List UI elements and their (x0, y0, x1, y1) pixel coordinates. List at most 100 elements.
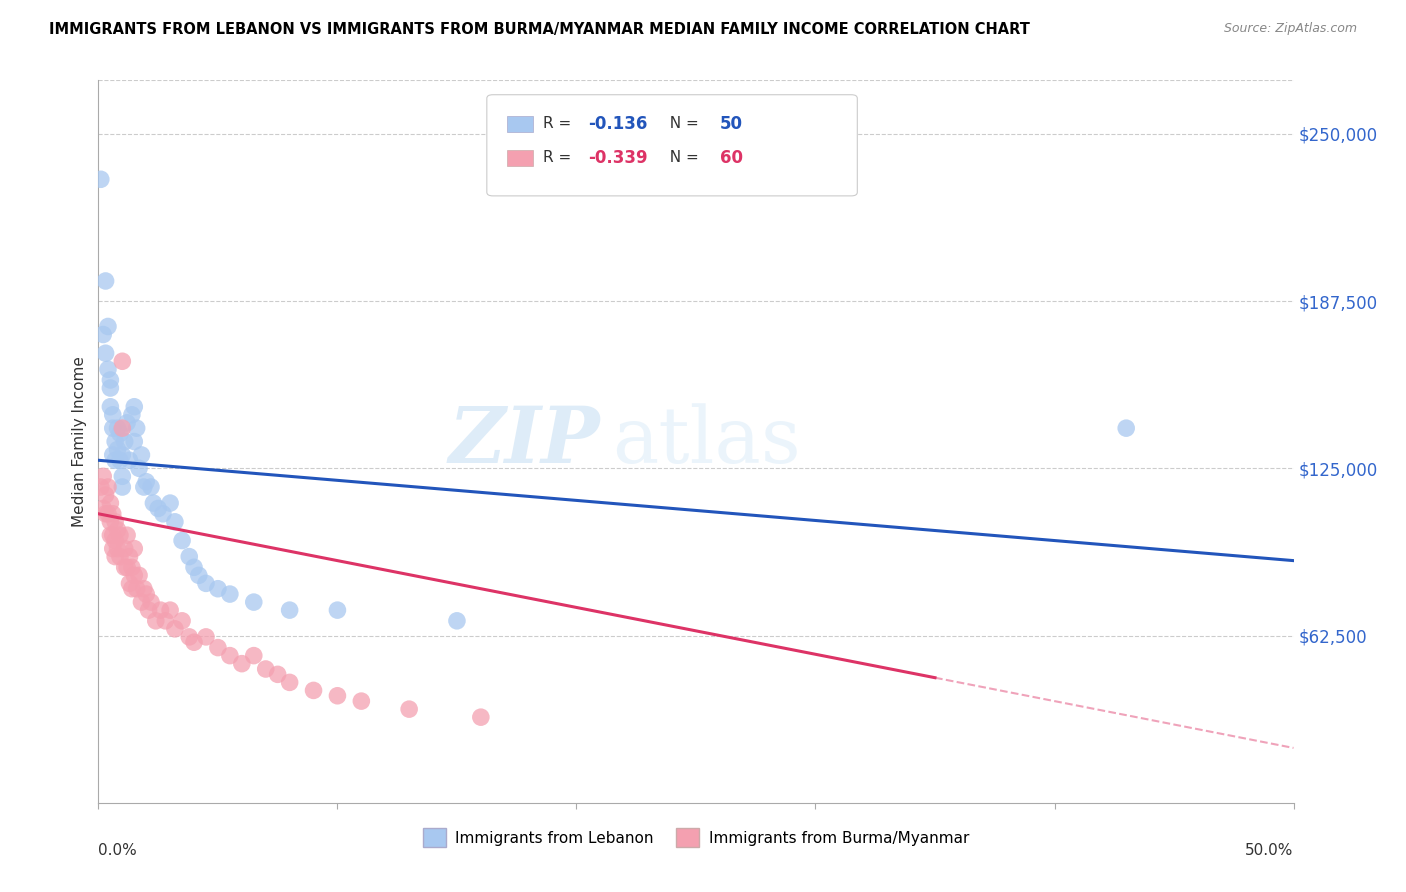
Point (139, 480, 162, 494)
Point (139, 595, 162, 609)
Point (124, 400, 146, 414)
Point (107, 421, 129, 435)
Text: -0.339: -0.339 (589, 149, 648, 167)
Point (179, 549, 201, 564)
Point (132, 480, 155, 494)
Y-axis label: Median Family Income: Median Family Income (72, 356, 87, 527)
Point (132, 582, 155, 596)
Point (91, 469, 114, 483)
Point (101, 448, 124, 462)
Point (231, 657, 253, 671)
Point (187, 568, 209, 582)
Point (107, 541, 129, 556)
Point (111, 354, 134, 368)
Point (183, 635, 205, 649)
Point (243, 595, 266, 609)
Point (128, 568, 150, 582)
Point (145, 614, 167, 628)
Point (104, 533, 127, 548)
Text: 0.0%: 0.0% (98, 843, 138, 857)
Point (219, 648, 242, 663)
Point (254, 662, 277, 676)
Point (97, 480, 120, 494)
Point (138, 603, 160, 617)
Point (1115, 421, 1137, 435)
Point (101, 528, 124, 542)
Point (104, 549, 127, 564)
Point (108, 426, 131, 441)
Point (90, 480, 112, 494)
Text: 60: 60 (720, 149, 742, 167)
Point (94, 274, 117, 288)
Point (121, 582, 143, 596)
Point (149, 603, 172, 617)
Point (101, 408, 124, 422)
Point (121, 408, 143, 422)
Point (195, 576, 218, 591)
Point (219, 587, 242, 601)
Point (125, 421, 148, 435)
Point (124, 541, 146, 556)
Legend: Immigrants from Lebanon, Immigrants from Burma/Myanmar: Immigrants from Lebanon, Immigrants from… (418, 822, 974, 853)
Text: N =: N = (661, 116, 704, 131)
Point (111, 480, 134, 494)
Point (98, 373, 122, 387)
Point (97, 507, 120, 521)
Point (104, 515, 127, 529)
Point (94, 507, 117, 521)
Point (446, 614, 468, 628)
Point (183, 560, 205, 574)
Point (115, 528, 138, 542)
Point (94, 488, 117, 502)
Point (243, 648, 266, 663)
Point (90, 172, 112, 186)
Point (114, 541, 136, 556)
Point (91, 501, 114, 516)
Point (398, 702, 420, 716)
Point (155, 614, 177, 628)
Point (118, 576, 141, 591)
Point (179, 630, 201, 644)
Point (159, 603, 181, 617)
Point (172, 614, 194, 628)
Point (326, 603, 349, 617)
Point (163, 515, 186, 529)
Point (98, 381, 122, 395)
Point (107, 442, 129, 457)
Point (118, 453, 141, 467)
Bar (508, 116, 533, 132)
Point (131, 448, 153, 462)
Point (115, 416, 138, 430)
Point (159, 496, 181, 510)
Point (97, 319, 120, 334)
Point (278, 603, 301, 617)
FancyBboxPatch shape (486, 95, 858, 196)
Point (172, 533, 194, 548)
Point (98, 528, 122, 542)
Point (94, 346, 117, 360)
Point (101, 507, 124, 521)
Text: 50.0%: 50.0% (1246, 843, 1294, 857)
Point (267, 667, 290, 681)
Point (114, 434, 136, 449)
Point (135, 587, 157, 601)
Bar (508, 150, 533, 166)
Point (302, 683, 325, 698)
Point (98, 515, 122, 529)
Point (108, 453, 131, 467)
Point (326, 689, 349, 703)
Text: R =: R = (543, 150, 576, 165)
Text: atlas: atlas (613, 404, 801, 479)
Point (207, 640, 229, 655)
Point (142, 496, 165, 510)
Point (104, 453, 127, 467)
Point (148, 501, 170, 516)
Point (108, 549, 131, 564)
Point (107, 523, 129, 537)
Point (350, 694, 373, 708)
Point (128, 461, 150, 475)
Point (97, 362, 120, 376)
Point (111, 448, 134, 462)
Point (111, 469, 134, 483)
Point (195, 630, 218, 644)
